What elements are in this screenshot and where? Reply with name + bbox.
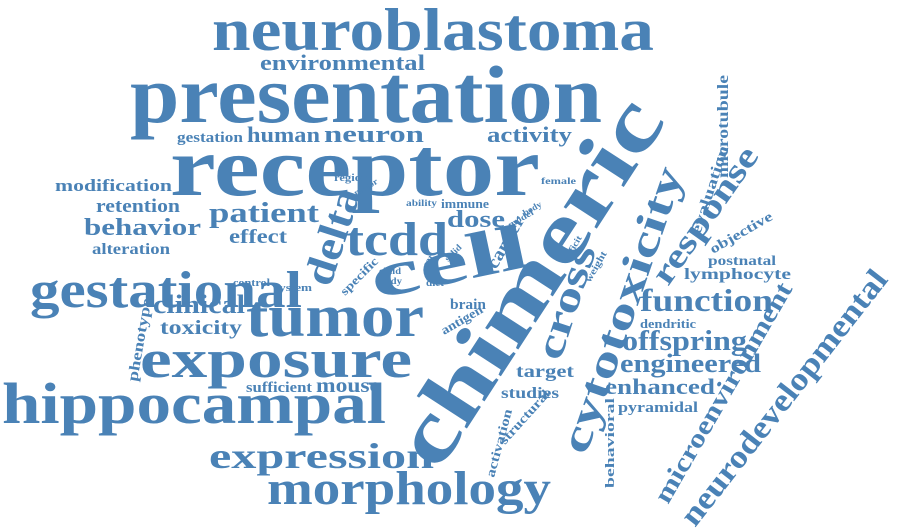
word-expression: expression (209, 436, 434, 476)
word-offspring: offspring (622, 326, 747, 357)
word-region: region (334, 173, 369, 184)
word-tcdd: tcdd (346, 213, 448, 266)
word-lymphocyte: lymphocyte (684, 266, 791, 283)
word-studies: studies (501, 385, 559, 402)
word-tumor: tumor (246, 283, 424, 349)
word-child: child (379, 266, 401, 276)
word-gestation: gestation (177, 130, 244, 146)
word-postnatal: postnatal (708, 254, 776, 269)
word-microtubule: microtubule (715, 75, 732, 178)
word-receptor: receptor (170, 121, 540, 214)
word-environmental: environmental (260, 50, 425, 75)
word-study: study (377, 276, 403, 286)
word-behavior: behavior (84, 215, 201, 241)
word-system: system (274, 282, 312, 294)
word-immune: immune (441, 196, 489, 211)
word-engineered: engineered (620, 349, 762, 378)
word-pyramidal: pyramidal (618, 400, 698, 416)
word-activity: activity (487, 122, 572, 147)
word-neuron: neuron (324, 122, 424, 148)
word-control: control (233, 278, 270, 289)
word-toxicity: toxicity (160, 317, 242, 339)
word-presentation: presentation (130, 49, 602, 140)
word-morphology: morphology (267, 462, 551, 515)
word-dose: dose (447, 207, 505, 233)
word-behavioral: behavioral (602, 397, 617, 488)
word-effect: effect (229, 226, 287, 248)
word-modification: modification (55, 176, 173, 195)
word-gestational: gestational (30, 262, 302, 319)
word-sufficient: sufficient (246, 380, 312, 396)
word-brain: brain (450, 297, 487, 313)
word-hippocampal: hippocampal (2, 371, 386, 436)
word-alteration: alteration (92, 241, 170, 258)
word-clinical: clinical (153, 290, 245, 319)
word-female: female (541, 176, 576, 186)
word-enhanced: enhanced (605, 374, 715, 399)
word-ability: ability (406, 198, 438, 208)
word-human: human (247, 122, 320, 147)
word-mouse: mouse (316, 375, 380, 397)
word-dendritic: dendritic (640, 316, 696, 331)
word-diet: diet (426, 277, 444, 289)
word-neuroblastoma: neuroblastoma (212, 0, 654, 63)
word-exposure: exposure (140, 329, 412, 389)
word-function: function (640, 282, 773, 318)
word-target: target (516, 361, 574, 381)
word-retention: retention (96, 196, 180, 217)
word-patient: patient (209, 198, 320, 229)
